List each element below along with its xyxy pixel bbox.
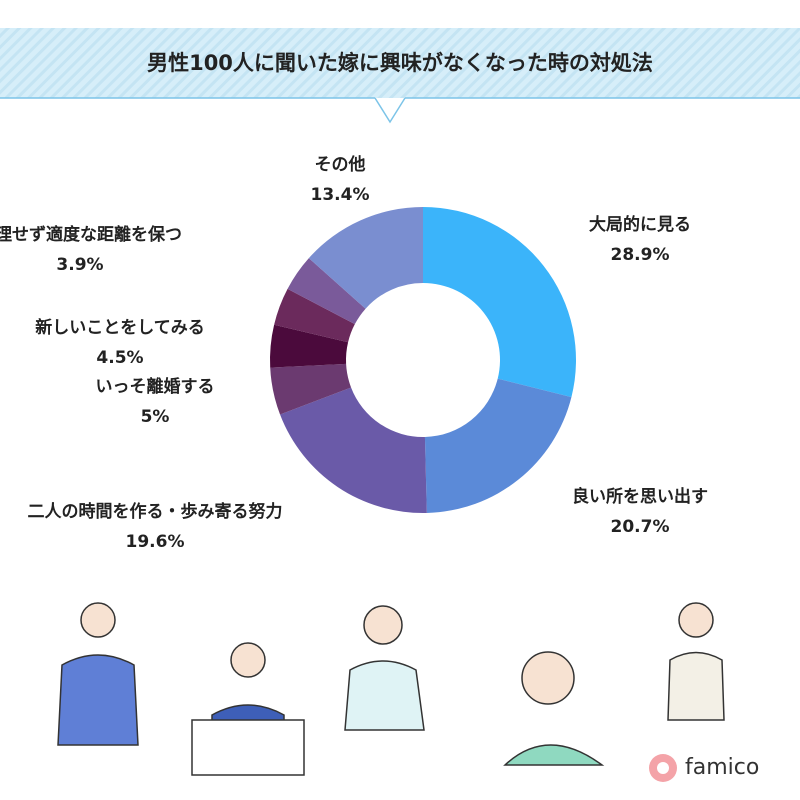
donut-slice bbox=[274, 288, 355, 343]
value-label: 19.6% bbox=[126, 532, 185, 552]
brand: famico bbox=[685, 755, 759, 780]
donut-slice bbox=[308, 207, 423, 309]
slice-label: 良い所を思い出す bbox=[572, 486, 708, 507]
slice-label: 二人の時間を作る・歩み寄る努力 bbox=[28, 501, 283, 522]
donut-slice bbox=[424, 378, 572, 513]
value-label: 13.4% bbox=[311, 185, 370, 205]
value-label: 5% bbox=[141, 407, 170, 427]
slice-label: 無理せず適度な距離を保つ bbox=[0, 224, 182, 245]
slice-label: その他 bbox=[315, 154, 366, 175]
donut-slice bbox=[270, 324, 349, 368]
slice-label: 新しいことをしてみる bbox=[35, 317, 205, 338]
value-label: 20.7% bbox=[611, 517, 670, 537]
chart-title: 男性100人に聞いた嫁に興味がなくなった時の対処法 bbox=[147, 51, 653, 75]
donut-slice bbox=[423, 207, 576, 398]
value-label: 3.9% bbox=[56, 255, 103, 275]
value-label: 4.5% bbox=[96, 348, 143, 368]
donut-slice bbox=[270, 363, 352, 415]
donut-slice bbox=[287, 258, 366, 325]
illustrations bbox=[57, 602, 725, 782]
value-label: 28.9% bbox=[611, 245, 670, 265]
title-banner bbox=[0, 28, 800, 98]
slice-label: 大局的に見る bbox=[589, 214, 691, 235]
donut-slice bbox=[280, 387, 427, 513]
slice-label: いっそ離婚する bbox=[96, 376, 215, 397]
